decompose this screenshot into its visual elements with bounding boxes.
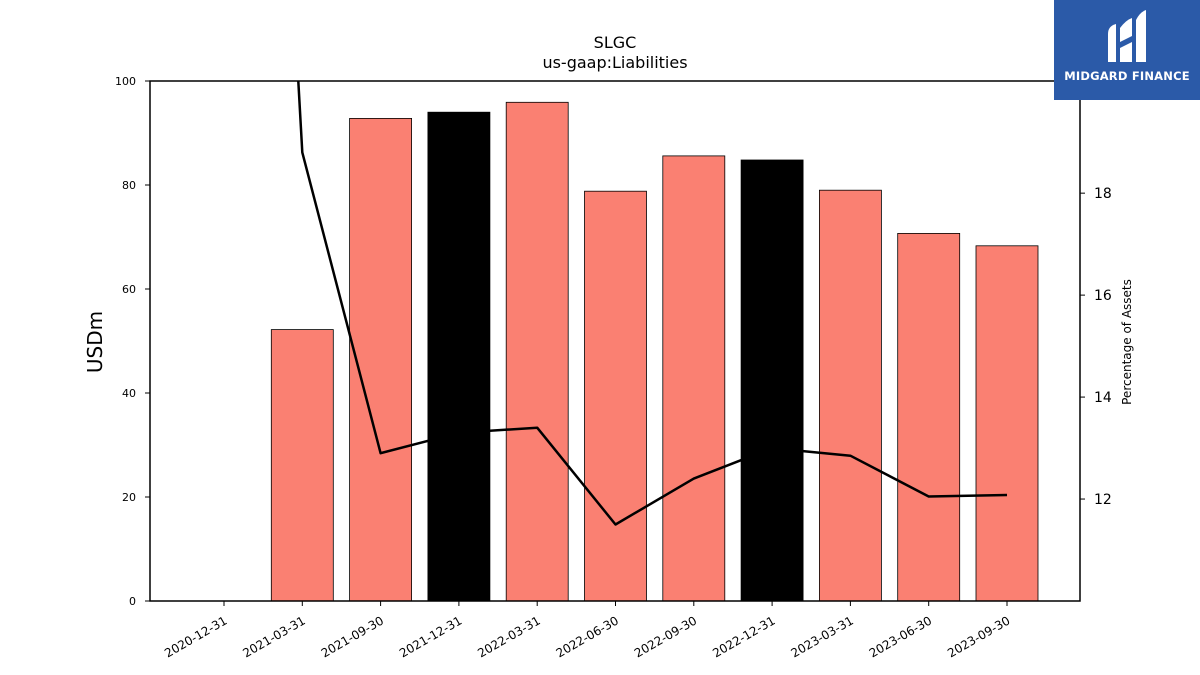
x-tick-label-2023-06-30: 2023-06-30 [867, 613, 934, 660]
chart-subtitle: us-gaap:Liabilities [542, 53, 687, 72]
y2-tick-label-14: 14 [1094, 390, 1112, 406]
y2-tick-label-12: 12 [1094, 492, 1112, 508]
y2-tick-label-16: 16 [1094, 288, 1112, 304]
y-axis-label: USDm [83, 311, 107, 373]
x-tick-label-2022-03-31: 2022-03-31 [475, 613, 542, 660]
bar-2023-03-31 [819, 189, 882, 602]
x-tick-label-2021-12-31: 2021-12-31 [397, 613, 464, 660]
bar-2023-09-30 [975, 245, 1039, 602]
chart-title: SLGC [594, 33, 637, 52]
bar-2022-12-31 [740, 159, 804, 602]
bar-2022-09-30 [662, 155, 726, 602]
bar-2021-12-31 [427, 111, 491, 602]
bar-2023-06-30 [897, 232, 961, 602]
x-tick-label-2021-09-30: 2021-09-30 [319, 613, 386, 660]
y2-tick-label-18: 18 [1094, 186, 1112, 202]
x-tick-label-2022-09-30: 2022-09-30 [632, 613, 699, 660]
bar-2022-03-31 [505, 101, 569, 602]
x-tick-label-2022-06-30: 2022-06-30 [554, 613, 621, 660]
x-tick-label-2022-12-31: 2022-12-31 [710, 613, 777, 660]
x-tick-label-2023-09-30: 2023-09-30 [945, 613, 1012, 660]
x-tick-label-2021-03-31: 2021-03-31 [240, 613, 307, 660]
y-tick-label-0: 0 [129, 595, 136, 608]
y-tick-label-20: 20 [122, 491, 136, 504]
y-tick-label-80: 80 [122, 179, 136, 192]
bar-2021-09-30 [349, 118, 413, 602]
x-tick-label-2023-03-31: 2023-03-31 [788, 613, 855, 660]
x-tick-label-2020-12-31: 2020-12-31 [162, 613, 229, 660]
logo-text: MIDGARD FINANCE [1064, 69, 1190, 83]
y-tick-label-40: 40 [122, 387, 136, 400]
y-tick-label-100: 100 [115, 75, 136, 88]
bar-2022-06-30 [584, 190, 647, 602]
y2-axis-label: Percentage of Assets [1120, 279, 1134, 405]
midgard-logo-icon [1108, 10, 1146, 62]
y-tick-label-60: 60 [122, 283, 136, 296]
midgard-finance-logo: MIDGARD FINANCE [1054, 0, 1200, 100]
bar-2021-03-31 [270, 329, 334, 602]
